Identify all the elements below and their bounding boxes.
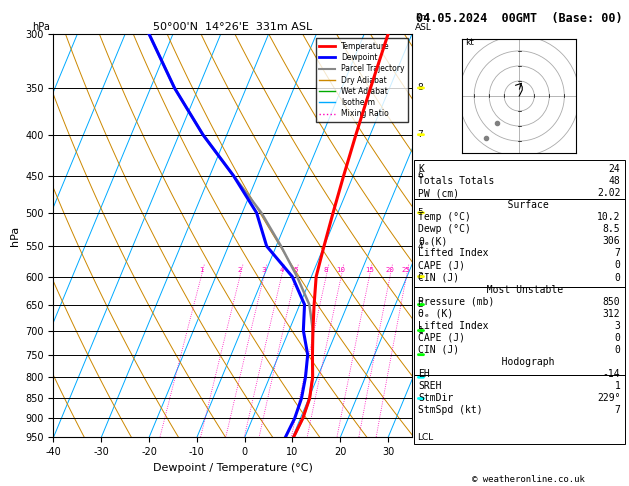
- Text: 1: 1: [615, 381, 620, 391]
- Text: 8: 8: [418, 84, 423, 92]
- Bar: [414, 199, 625, 287]
- Text: 1: 1: [199, 267, 203, 273]
- Text: PW (cm): PW (cm): [418, 188, 459, 198]
- Text: 7: 7: [418, 130, 423, 139]
- Text: 1: 1: [418, 326, 423, 335]
- Text: 15: 15: [365, 267, 374, 273]
- Text: 2.02: 2.02: [597, 188, 620, 198]
- Text: 312: 312: [603, 309, 620, 319]
- Text: SREH: SREH: [418, 381, 442, 391]
- Text: 850: 850: [603, 296, 620, 307]
- Text: StmSpd (kt): StmSpd (kt): [418, 405, 482, 415]
- Text: LCL: LCL: [418, 433, 434, 442]
- Text: 0: 0: [615, 273, 620, 282]
- Text: 4: 4: [279, 267, 284, 273]
- Text: Most Unstable: Most Unstable: [475, 285, 564, 295]
- Text: 7: 7: [615, 248, 620, 259]
- Legend: Temperature, Dewpoint, Parcel Trajectory, Dry Adiabat, Wet Adiabat, Isotherm, Mi: Temperature, Dewpoint, Parcel Trajectory…: [316, 38, 408, 122]
- Text: 24: 24: [609, 164, 620, 174]
- Text: 4: 4: [418, 242, 423, 251]
- Text: 3: 3: [615, 321, 620, 331]
- Text: Lifted Index: Lifted Index: [418, 321, 489, 331]
- Text: 0: 0: [615, 333, 620, 343]
- Text: 10: 10: [337, 267, 345, 273]
- Text: 3: 3: [418, 272, 423, 281]
- Text: θₑ (K): θₑ (K): [418, 309, 454, 319]
- Text: 5: 5: [293, 267, 298, 273]
- Text: km
ASL: km ASL: [415, 13, 432, 32]
- Text: θₑ(K): θₑ(K): [418, 236, 447, 246]
- Text: -14: -14: [603, 369, 620, 379]
- Text: EH: EH: [418, 369, 430, 379]
- Title: 50°00'N  14°26'E  331m ASL: 50°00'N 14°26'E 331m ASL: [153, 22, 313, 32]
- Text: CIN (J): CIN (J): [418, 273, 459, 282]
- Bar: [414, 287, 625, 375]
- Text: Temp (°C): Temp (°C): [418, 212, 471, 222]
- Text: K: K: [418, 164, 424, 174]
- Text: 8.5: 8.5: [603, 224, 620, 234]
- Bar: [414, 160, 625, 199]
- Text: © weatheronline.co.uk: © weatheronline.co.uk: [472, 474, 585, 484]
- Text: 7: 7: [615, 405, 620, 415]
- Text: kt: kt: [465, 38, 474, 47]
- Text: 48: 48: [609, 176, 620, 186]
- Text: CIN (J): CIN (J): [418, 345, 459, 355]
- Y-axis label: hPa: hPa: [9, 226, 19, 246]
- Text: Dewp (°C): Dewp (°C): [418, 224, 471, 234]
- Text: CAPE (J): CAPE (J): [418, 333, 465, 343]
- Bar: [414, 375, 625, 444]
- Text: Lifted Index: Lifted Index: [418, 248, 489, 259]
- Text: 25: 25: [402, 267, 411, 273]
- Text: 229°: 229°: [597, 393, 620, 403]
- Text: 0: 0: [615, 260, 620, 270]
- Text: 2: 2: [238, 267, 242, 273]
- Text: Hodograph: Hodograph: [484, 357, 555, 367]
- Text: Pressure (mb): Pressure (mb): [418, 296, 494, 307]
- Text: 2: 2: [418, 300, 423, 309]
- Text: 8: 8: [324, 267, 328, 273]
- Text: 20: 20: [386, 267, 394, 273]
- Text: hPa: hPa: [33, 21, 50, 32]
- Text: 3: 3: [262, 267, 266, 273]
- Text: Totals Totals: Totals Totals: [418, 176, 494, 186]
- Text: CAPE (J): CAPE (J): [418, 260, 465, 270]
- Text: 10.2: 10.2: [597, 212, 620, 222]
- Text: 04.05.2024  00GMT  (Base: 00): 04.05.2024 00GMT (Base: 00): [416, 12, 623, 25]
- X-axis label: Dewpoint / Temperature (°C): Dewpoint / Temperature (°C): [153, 463, 313, 473]
- Text: Surface: Surface: [490, 200, 548, 210]
- Text: 0: 0: [615, 345, 620, 355]
- Text: 6: 6: [418, 172, 423, 180]
- Text: 306: 306: [603, 236, 620, 246]
- Text: 5: 5: [418, 208, 423, 217]
- Text: StmDir: StmDir: [418, 393, 454, 403]
